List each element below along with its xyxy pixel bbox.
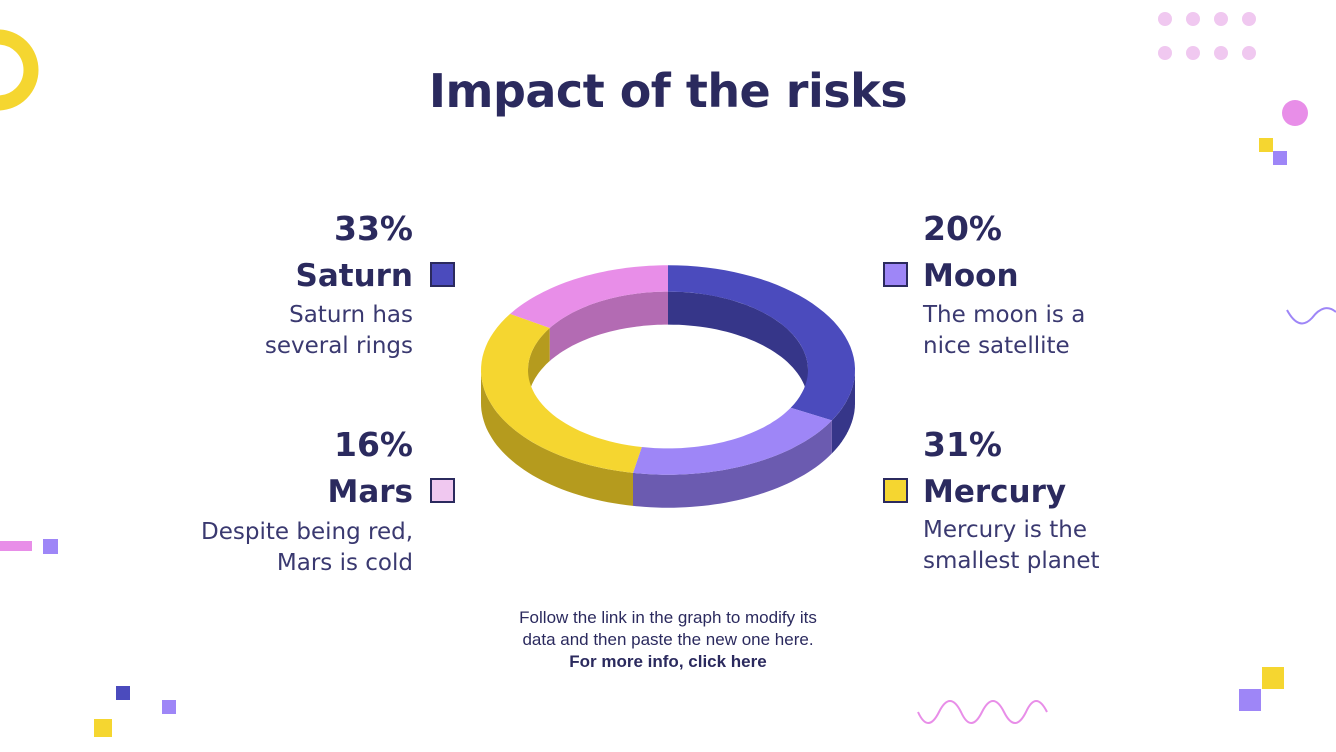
donut-chart[interactable] <box>458 222 878 542</box>
footnote-line-2: data and then paste the new one here. <box>522 630 814 649</box>
mars-color-swatch <box>430 478 455 503</box>
donut-inner-wall-saturn <box>668 291 808 403</box>
donut-slice-mars <box>510 265 668 328</box>
lilac-square-decoration <box>43 539 58 554</box>
moon-description-line-2: nice satellite <box>923 333 1070 359</box>
yellow-square-decoration <box>1259 138 1273 152</box>
yellow-corner-square-decoration <box>1262 667 1284 689</box>
saturn-description-line-1: Saturn has <box>289 302 413 328</box>
yellow-small-square-decoration <box>94 719 112 737</box>
mars-name-label: Mars <box>327 474 413 510</box>
navy-square-decoration <box>116 686 130 700</box>
donut-slice-saturn <box>668 265 855 421</box>
yellow-ring-decoration <box>0 29 39 111</box>
moon-color-swatch <box>883 262 908 287</box>
page-title: Impact of the risks <box>428 64 908 118</box>
mercury-percent-label: 31% <box>923 425 1002 464</box>
moon-description: The moon is a nice satellite <box>923 300 1183 362</box>
donut-inner-wall-mercury <box>528 328 550 403</box>
mercury-description-line-2: smallest planet <box>923 548 1100 574</box>
pink-dot-grid-decoration <box>1158 12 1256 60</box>
mars-description-line-1: Despite being red, <box>201 519 413 545</box>
moon-name-label: Moon <box>923 258 1019 294</box>
footnote: Follow the link in the graph to modify i… <box>418 607 918 673</box>
moon-percent-label: 20% <box>923 209 1002 248</box>
purple-square-decoration <box>1273 151 1287 165</box>
donut-inner-wall-mars <box>549 291 668 361</box>
saturn-color-swatch <box>430 262 455 287</box>
saturn-description-line-2: several rings <box>264 333 413 359</box>
mercury-color-swatch <box>883 478 908 503</box>
mars-description: Despite being red, Mars is cold <box>160 517 413 579</box>
donut-slice-moon <box>633 407 832 475</box>
donut-slice-mercury <box>481 313 642 473</box>
donut-outer-wall-saturn <box>831 370 855 454</box>
mars-description-line-2: Mars is cold <box>276 550 413 576</box>
donut-outer-wall-moon <box>633 420 832 508</box>
pink-bar-decoration <box>0 541 32 551</box>
mercury-name-label: Mercury <box>923 474 1067 510</box>
pink-wave-decoration <box>917 700 1048 724</box>
mercury-description-line-1: Mercury is the <box>923 517 1087 543</box>
saturn-percent-label: 33% <box>334 209 413 248</box>
saturn-name-label: Saturn <box>295 258 414 294</box>
lilac-corner-square-decoration <box>1239 689 1261 711</box>
lilac-small-square-decoration <box>162 700 176 714</box>
footnote-line-1: Follow the link in the graph to modify i… <box>519 608 817 627</box>
moon-description-line-1: The moon is a <box>923 302 1086 328</box>
saturn-description: Saturn has several rings <box>180 300 413 362</box>
mars-percent-label: 16% <box>334 425 413 464</box>
mercury-description: Mercury is the smallest planet <box>923 515 1183 577</box>
donut-outer-wall-mercury <box>481 370 633 506</box>
purple-wave-decoration <box>1286 307 1336 325</box>
pink-circle-decoration <box>1282 100 1308 126</box>
more-info-link[interactable]: For more info, click here <box>569 652 767 671</box>
